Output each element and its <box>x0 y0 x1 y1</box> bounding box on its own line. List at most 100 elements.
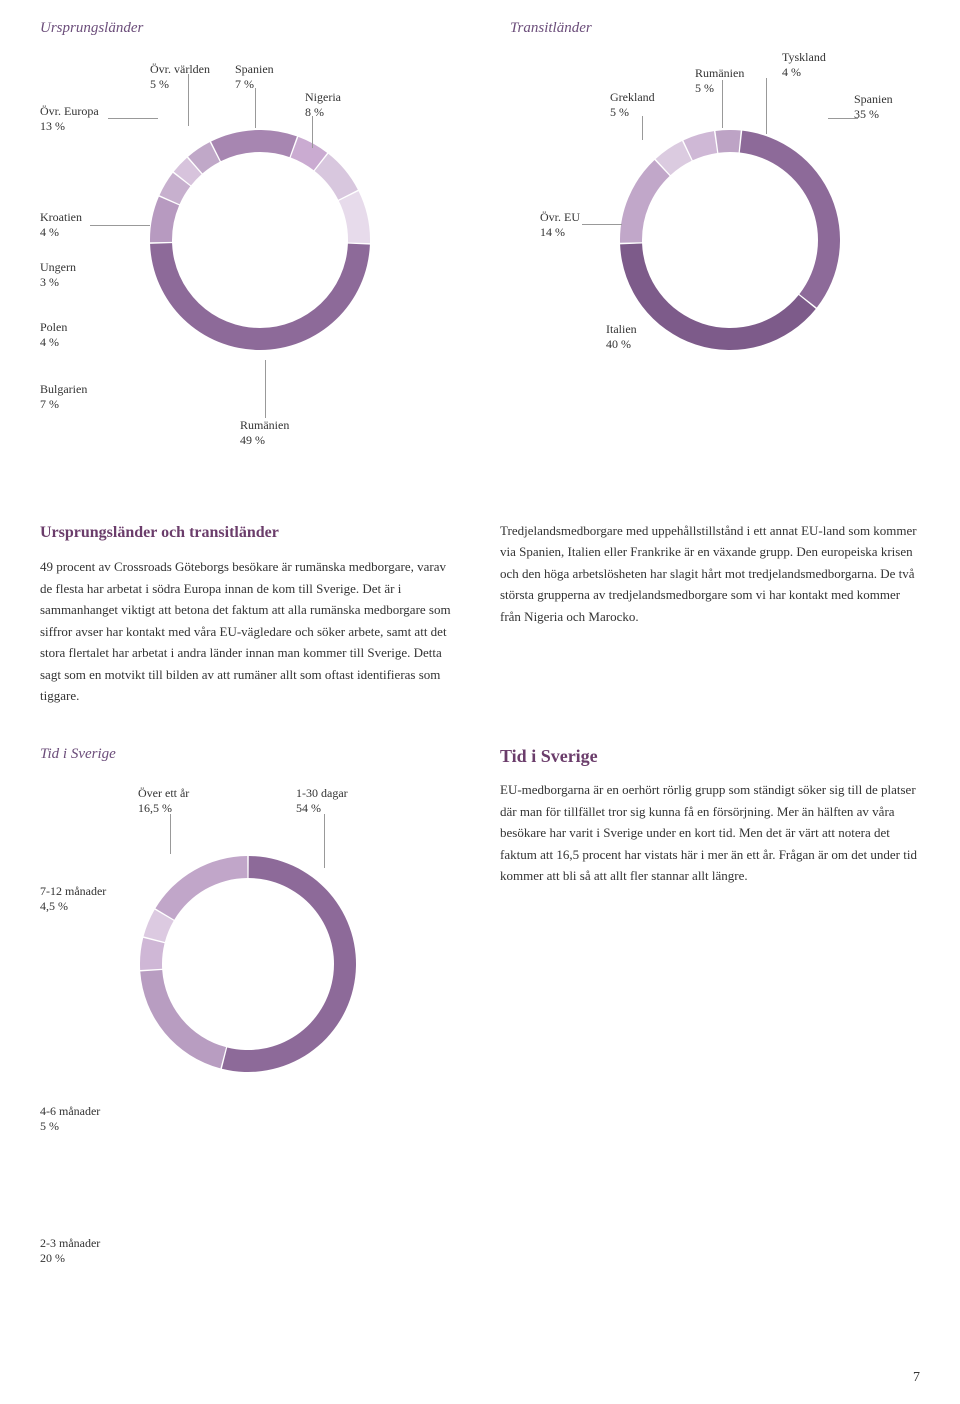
chart-label-pct: 5 % <box>150 77 210 92</box>
donut-slice--vr-europa <box>211 130 297 161</box>
time-text: Tid i Sverige EU-medborgarna är en oerhö… <box>500 746 920 1296</box>
transit-title: Transitländer <box>510 20 920 37</box>
leader-line <box>255 88 256 128</box>
chart-label-name: Spanien <box>854 92 893 107</box>
chart-label-1-30-dagar: 1-30 dagar54 % <box>296 786 348 816</box>
leader-line <box>582 224 622 225</box>
paragraph-transit: Tredjelandsmedborgare med uppehållstills… <box>500 520 920 627</box>
donut-slice-4-6-m-nader <box>140 938 165 970</box>
chart-label-tyskland: Tyskland4 % <box>782 50 826 80</box>
chart-label-name: Grekland <box>610 90 655 105</box>
leader-line <box>90 225 150 226</box>
chart-label--ver-ett-r: Över ett år16,5 % <box>138 786 189 816</box>
donut-slice-italien <box>620 243 816 350</box>
chart-label-name: 7-12 månader <box>40 884 106 899</box>
origin-title: Ursprungsländer <box>40 20 450 37</box>
chart-label-kroatien: Kroatien4 % <box>40 210 82 240</box>
text-col-left: Ursprungsländer och transitländer 49 pro… <box>40 520 460 706</box>
chart-label-rum-nien: Rumänien49 % <box>240 418 289 448</box>
chart-label-pct: 4 % <box>40 335 67 350</box>
donut-slice-nigeria <box>339 191 370 243</box>
time-donut-wrap <box>140 856 356 1072</box>
chart-label-spanien: Spanien35 % <box>854 92 893 122</box>
chart-label-pct: 7 % <box>40 397 87 412</box>
chart-label-name: Över ett år <box>138 786 189 801</box>
time-donut-svg <box>140 856 356 1072</box>
chart-label-name: 4-6 månader <box>40 1104 100 1119</box>
donut-slice-rum-nien <box>150 243 370 350</box>
leader-line <box>108 118 158 119</box>
chart-label-italien: Italien40 % <box>606 322 637 352</box>
chart-label-pct: 13 % <box>40 119 99 134</box>
chart-label-bulgarien: Bulgarien7 % <box>40 382 87 412</box>
chart-label-name: 1-30 dagar <box>296 786 348 801</box>
chart-label-pct: 16,5 % <box>138 801 189 816</box>
chart-label-name: Ungern <box>40 260 76 275</box>
origin-donut-wrap <box>150 130 370 350</box>
chart-label-pct: 40 % <box>606 337 637 352</box>
transit-donut-svg <box>620 130 840 350</box>
chart-label-name: Italien <box>606 322 637 337</box>
chart-label--vr-v-rlden: Övr. världen5 % <box>150 62 210 92</box>
chart-label-pct: 5 % <box>40 1119 100 1134</box>
transit-chart: Transitländer Grekland5 %Rumänien5 %Tysk… <box>510 20 920 490</box>
chart-label-pct: 5 % <box>695 81 744 96</box>
page-number: 7 <box>913 1370 920 1386</box>
leader-line <box>766 78 767 134</box>
chart-label-pct: 8 % <box>305 105 341 120</box>
time-title: Tid i Sverige <box>40 746 460 763</box>
chart-label-pct: 4 % <box>782 65 826 80</box>
leader-line <box>828 118 858 119</box>
chart-label-name: Tyskland <box>782 50 826 65</box>
transit-donut-wrap <box>620 130 840 350</box>
paragraph-time: EU-medborgarna är en oerhört rörlig grup… <box>500 779 920 886</box>
leader-line <box>312 116 313 148</box>
chart-label-name: Övr. Europa <box>40 104 99 119</box>
chart-label-name: Rumänien <box>240 418 289 433</box>
chart-label-pct: 14 % <box>540 225 580 240</box>
heading-origin-transit: Ursprungsländer och transitländer <box>40 520 460 546</box>
origin-chart: Ursprungsländer Övr. Europa13 % Övr. värl… <box>40 20 450 490</box>
time-chart: Tid i Sverige Över ett år16,5 % 1-30 daga… <box>40 746 460 1296</box>
chart-label-2-3-m-nader: 2-3 månader20 % <box>40 1236 100 1266</box>
chart-label-4-6-m-nader: 4-6 månader5 % <box>40 1104 100 1134</box>
chart-label-pct: 49 % <box>240 433 289 448</box>
leader-line <box>642 116 643 140</box>
chart-label-name: Bulgarien <box>40 382 87 397</box>
donut-slice-tyskland <box>715 130 740 153</box>
donut-slice-bulgarien <box>150 197 179 243</box>
chart-label-pct: 4,5 % <box>40 899 106 914</box>
chart-label-name: Rumänien <box>695 66 744 81</box>
chart-label-name: Övr. världen <box>150 62 210 77</box>
donut-slice--vr-eu <box>620 160 670 243</box>
leader-line <box>324 814 325 868</box>
donut-slice-spanien <box>315 154 358 200</box>
chart-label-grekland: Grekland5 % <box>610 90 655 120</box>
chart-label-name: Nigeria <box>305 90 341 105</box>
origin-donut-svg <box>150 130 370 350</box>
text-col-right: Tredjelandsmedborgare med uppehållstills… <box>500 520 920 706</box>
chart-label-name: Polen <box>40 320 67 335</box>
chart-label--vr-europa: Övr. Europa13 % <box>40 104 99 134</box>
donut-slice-2-3-m-nader <box>140 970 226 1068</box>
middle-text-block: Ursprungsländer och transitländer 49 pro… <box>40 520 920 706</box>
chart-label-pct: 5 % <box>610 105 655 120</box>
chart-label-name: Övr. EU <box>540 210 580 225</box>
chart-label-pct: 20 % <box>40 1251 100 1266</box>
chart-label-pct: 4 % <box>40 225 82 240</box>
leader-line <box>188 74 189 126</box>
chart-label-polen: Polen4 % <box>40 320 67 350</box>
top-charts-row: Ursprungsländer Övr. Europa13 % Övr. värl… <box>40 20 920 490</box>
chart-label-name: 2-3 månader <box>40 1236 100 1251</box>
paragraph-origin: 49 procent av Crossroads Göteborgs besök… <box>40 556 460 706</box>
donut-slice--ver-ett-r <box>155 856 247 920</box>
chart-label--vr-eu: Övr. EU14 % <box>540 210 580 240</box>
heading-time: Tid i Sverige <box>500 746 920 767</box>
leader-line <box>722 80 723 128</box>
chart-label-name: Kroatien <box>40 210 82 225</box>
lower-row: Tid i Sverige Över ett år16,5 % 1-30 daga… <box>40 746 920 1296</box>
chart-label-pct: 3 % <box>40 275 76 290</box>
chart-label-ungern: Ungern3 % <box>40 260 76 290</box>
donut-slice-spanien <box>740 131 840 308</box>
leader-line <box>170 814 171 854</box>
